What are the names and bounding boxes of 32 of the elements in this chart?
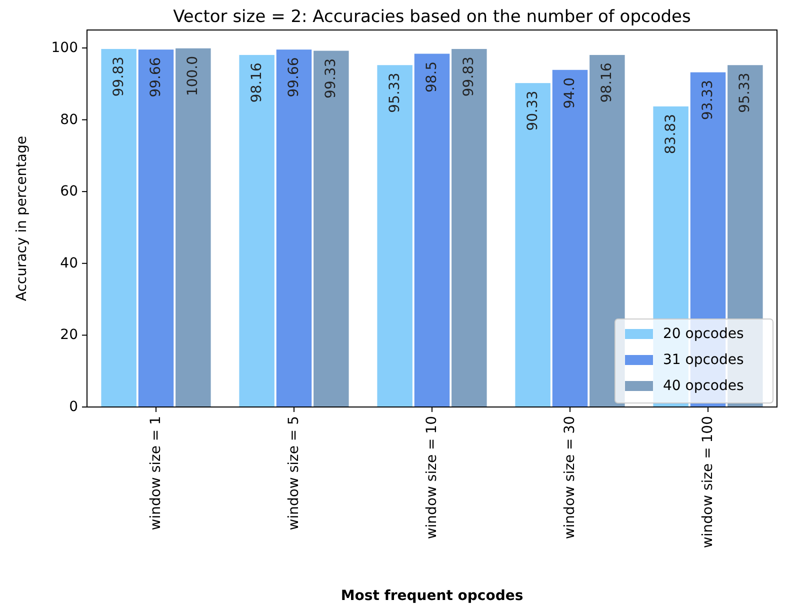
text: 99.66: [286, 57, 302, 98]
x-tick-label: window size = 1: [148, 416, 164, 530]
x-axis-title: Most frequent opcodes: [340, 588, 524, 604]
y-tick-label: 0: [69, 399, 78, 415]
y-tick-label: 60: [60, 184, 78, 200]
y-tick-label: 100: [51, 40, 78, 56]
text: 90.33: [524, 90, 541, 131]
legend-label: 20 opcodes: [663, 326, 744, 342]
x-tick-label: window size = 100: [700, 416, 716, 548]
y-tick-label: 80: [60, 112, 78, 128]
x-tick-label: window size = 30: [562, 416, 578, 540]
text: 98.16: [599, 62, 616, 103]
text: 99.66: [148, 57, 164, 98]
text: 98.16: [248, 62, 265, 103]
text: 99.33: [323, 58, 340, 98]
text: 93.33: [700, 80, 716, 120]
text: 99.83: [110, 56, 127, 97]
legend-label: 40 opcodes: [663, 378, 744, 394]
legend-label: 31 opcodes: [663, 352, 744, 368]
text: 100.0: [185, 56, 202, 96]
x-tick-label: window size = 5: [286, 416, 302, 530]
text: 99.83: [461, 56, 478, 97]
chart-title: Vector size = 2: Accuracies based on the number of opcodes: [173, 7, 691, 27]
y-tick-label: 20: [60, 327, 78, 344]
text: 83.83: [662, 114, 679, 154]
text: 95.33: [737, 72, 754, 113]
x-tick-label: window size = 10: [424, 416, 440, 540]
text: 95.33: [386, 72, 403, 113]
text: 94.0: [562, 77, 578, 109]
text: 98.5: [424, 61, 440, 93]
y-axis-title: Accuracy in percentage: [14, 136, 30, 302]
y-tick-label: 40: [60, 255, 78, 272]
